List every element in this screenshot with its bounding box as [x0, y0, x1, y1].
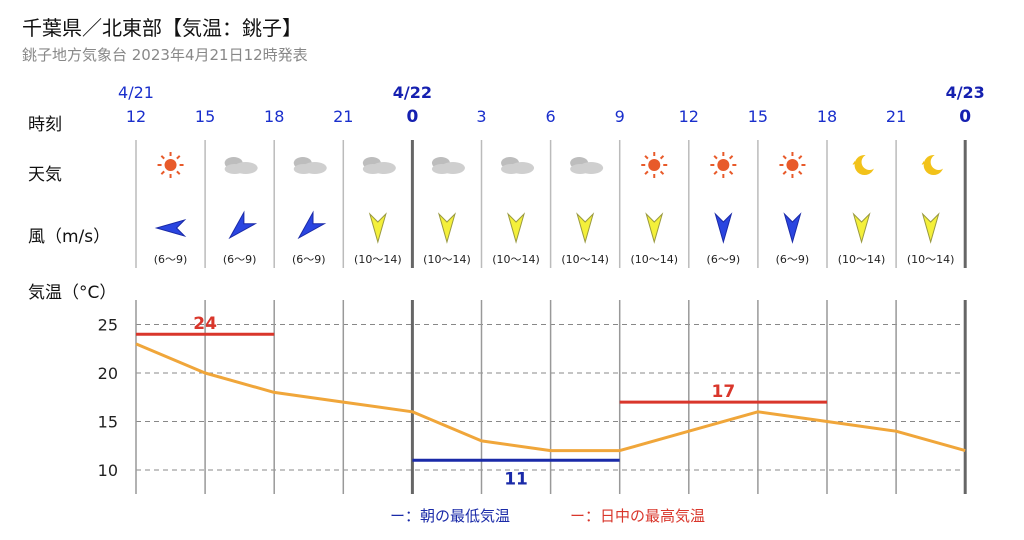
weather-row-label: 天気 [28, 165, 62, 185]
wind-speed-label: (6〜9) [292, 253, 326, 266]
legend-high: ー：日中の最高気温 [570, 507, 706, 525]
date-label: 4/21 [118, 83, 154, 102]
cloud-icon [362, 157, 396, 174]
y-tick-label: 15 [98, 413, 118, 432]
hour-label: 18 [264, 107, 284, 126]
wind-arrow-icon [507, 212, 526, 244]
wind-speed-label: (10〜14) [907, 253, 955, 266]
hour-label: 12 [679, 107, 699, 126]
wind-arrow-icon [783, 212, 802, 244]
cloud-icon [501, 157, 535, 174]
wind-arrow-icon [368, 212, 387, 244]
sun-icon [641, 152, 668, 178]
high-temp-label: 17 [712, 382, 736, 402]
hour-label: 21 [333, 107, 353, 126]
hour-label: 15 [195, 107, 215, 126]
moon-icon [921, 154, 947, 175]
wind-arrow-icon [228, 210, 258, 240]
y-tick-label: 25 [98, 316, 118, 335]
y-tick-label: 10 [98, 461, 118, 480]
cloud-icon [224, 157, 258, 174]
high-temp-label: 24 [193, 314, 217, 334]
wind-speed-label: (10〜14) [838, 253, 886, 266]
wind-speed-label: (10〜14) [423, 253, 471, 266]
sun-icon [157, 152, 184, 178]
wind-arrow-icon [576, 212, 595, 244]
low-temp-label: 11 [504, 469, 528, 489]
cloud-icon [293, 157, 327, 174]
hour-label: 6 [546, 107, 556, 126]
wind-arrow-icon [154, 218, 187, 238]
hour-label: 0 [406, 107, 418, 127]
hour-label: 3 [476, 107, 486, 126]
sun-icon [710, 152, 737, 178]
wind-speed-label: (10〜14) [354, 253, 402, 266]
wind-speed-label: (10〜14) [630, 253, 678, 266]
wind-arrow-icon [645, 212, 664, 244]
wind-row-label: 風（m/s） [28, 227, 111, 247]
hour-label: 9 [615, 107, 625, 126]
date-label: 4/23 [946, 83, 985, 102]
hour-label: 21 [886, 107, 906, 126]
sun-icon [779, 152, 806, 178]
hour-label: 15 [748, 107, 768, 126]
wind-arrow-icon [297, 210, 327, 240]
wind-arrow-icon [437, 212, 456, 244]
wind-arrow-icon [921, 212, 940, 244]
hour-label: 12 [126, 107, 146, 126]
page-subtitle: 銚子地方気象台 2023年4月21日12時発表 [22, 46, 308, 64]
moon-icon [852, 154, 878, 175]
temp-row-label: 気温（°C） [28, 283, 117, 303]
time-row-label: 時刻 [28, 115, 62, 135]
wind-speed-label: (10〜14) [492, 253, 540, 266]
date-label: 4/22 [393, 83, 432, 102]
legend-low: ー：朝の最低気温 [390, 507, 511, 525]
wind-speed-label: (6〜9) [776, 253, 810, 266]
cloud-icon [431, 157, 465, 174]
wind-arrow-icon [714, 212, 733, 244]
page-title: 千葉県／北東部【気温：銚子】 [22, 16, 302, 40]
cloud-icon [570, 157, 604, 174]
wind-speed-label: (6〜9) [223, 253, 257, 266]
y-tick-label: 20 [98, 364, 118, 383]
wind-speed-label: (10〜14) [561, 253, 609, 266]
hour-label: 0 [959, 107, 971, 127]
wind-arrow-icon [852, 212, 871, 244]
wind-speed-label: (6〜9) [154, 253, 188, 266]
hour-label: 18 [817, 107, 837, 126]
wind-speed-label: (6〜9) [707, 253, 741, 266]
